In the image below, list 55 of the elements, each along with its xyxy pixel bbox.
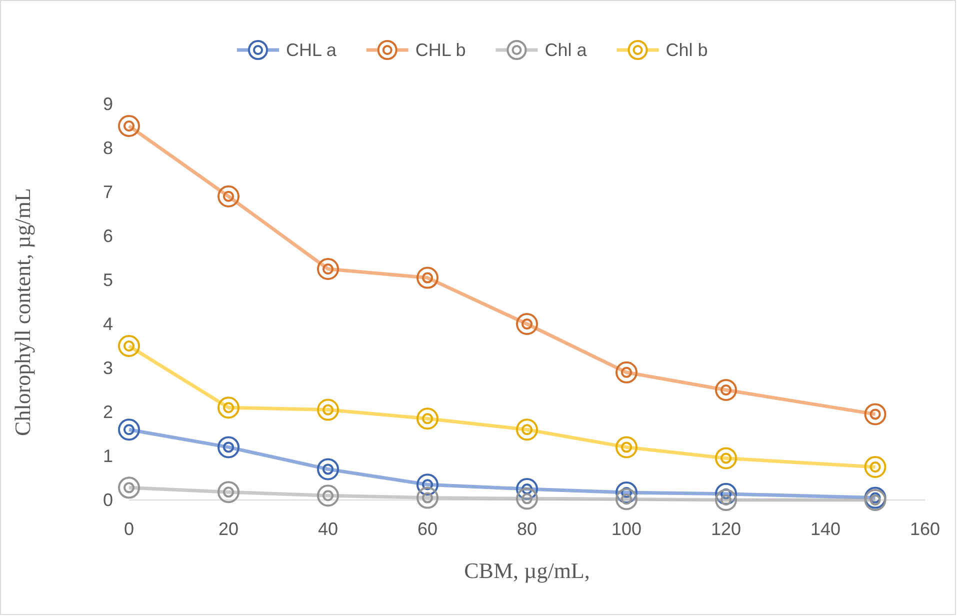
point — [416, 266, 438, 289]
point — [516, 313, 538, 335]
point — [317, 258, 339, 280]
point — [864, 456, 886, 478]
point — [218, 396, 240, 419]
y-tick-label: 6 — [102, 226, 113, 246]
legend-label: CHL b — [415, 40, 466, 60]
x-tick-label: 100 — [611, 518, 642, 539]
point — [616, 482, 638, 504]
point — [218, 481, 240, 504]
point — [118, 476, 140, 499]
x-tick-label: 80 — [516, 518, 538, 539]
point — [616, 436, 638, 458]
y-tick-label: 4 — [102, 314, 113, 334]
point — [416, 474, 438, 496]
y-tick-label: 2 — [102, 402, 113, 422]
y-tick-label: 5 — [102, 270, 113, 290]
point — [516, 418, 538, 441]
point — [317, 458, 339, 480]
y-tick-label: 7 — [102, 182, 113, 202]
point — [516, 488, 538, 510]
point — [715, 379, 737, 401]
point — [416, 408, 438, 430]
y-axis-title: Chlorophyll content, µg/mL — [10, 188, 35, 436]
point — [317, 484, 339, 507]
point — [864, 403, 886, 426]
point — [616, 488, 638, 510]
point — [715, 489, 737, 511]
x-tick-label: 20 — [218, 518, 239, 539]
legend-label: Chl a — [544, 40, 588, 60]
point — [317, 398, 339, 421]
point — [118, 335, 140, 357]
point — [715, 447, 737, 470]
y-tick-label: 1 — [102, 446, 113, 466]
point — [118, 418, 140, 441]
x-tick-label: 60 — [417, 518, 438, 539]
point — [616, 361, 638, 384]
x-tick-label: 120 — [710, 518, 742, 539]
point — [118, 115, 140, 137]
point — [715, 482, 737, 505]
x-tick-label: 140 — [810, 518, 841, 539]
point — [416, 486, 438, 509]
x-axis-title: CBM, µg/mL, — [464, 558, 590, 583]
y-tick-label: 8 — [102, 138, 113, 158]
x-tick-label: 40 — [318, 518, 338, 539]
point — [516, 478, 538, 500]
point — [218, 185, 240, 208]
y-tick-label: 3 — [102, 358, 113, 378]
point — [218, 436, 240, 458]
x-tick-label: 0 — [124, 518, 134, 539]
y-tick-label: 0 — [102, 490, 113, 510]
legend-label: Chl b — [666, 40, 708, 60]
y-tick-label: 9 — [102, 94, 113, 114]
x-tick-label: 160 — [910, 518, 940, 539]
legend-label: CHL a — [286, 40, 338, 60]
